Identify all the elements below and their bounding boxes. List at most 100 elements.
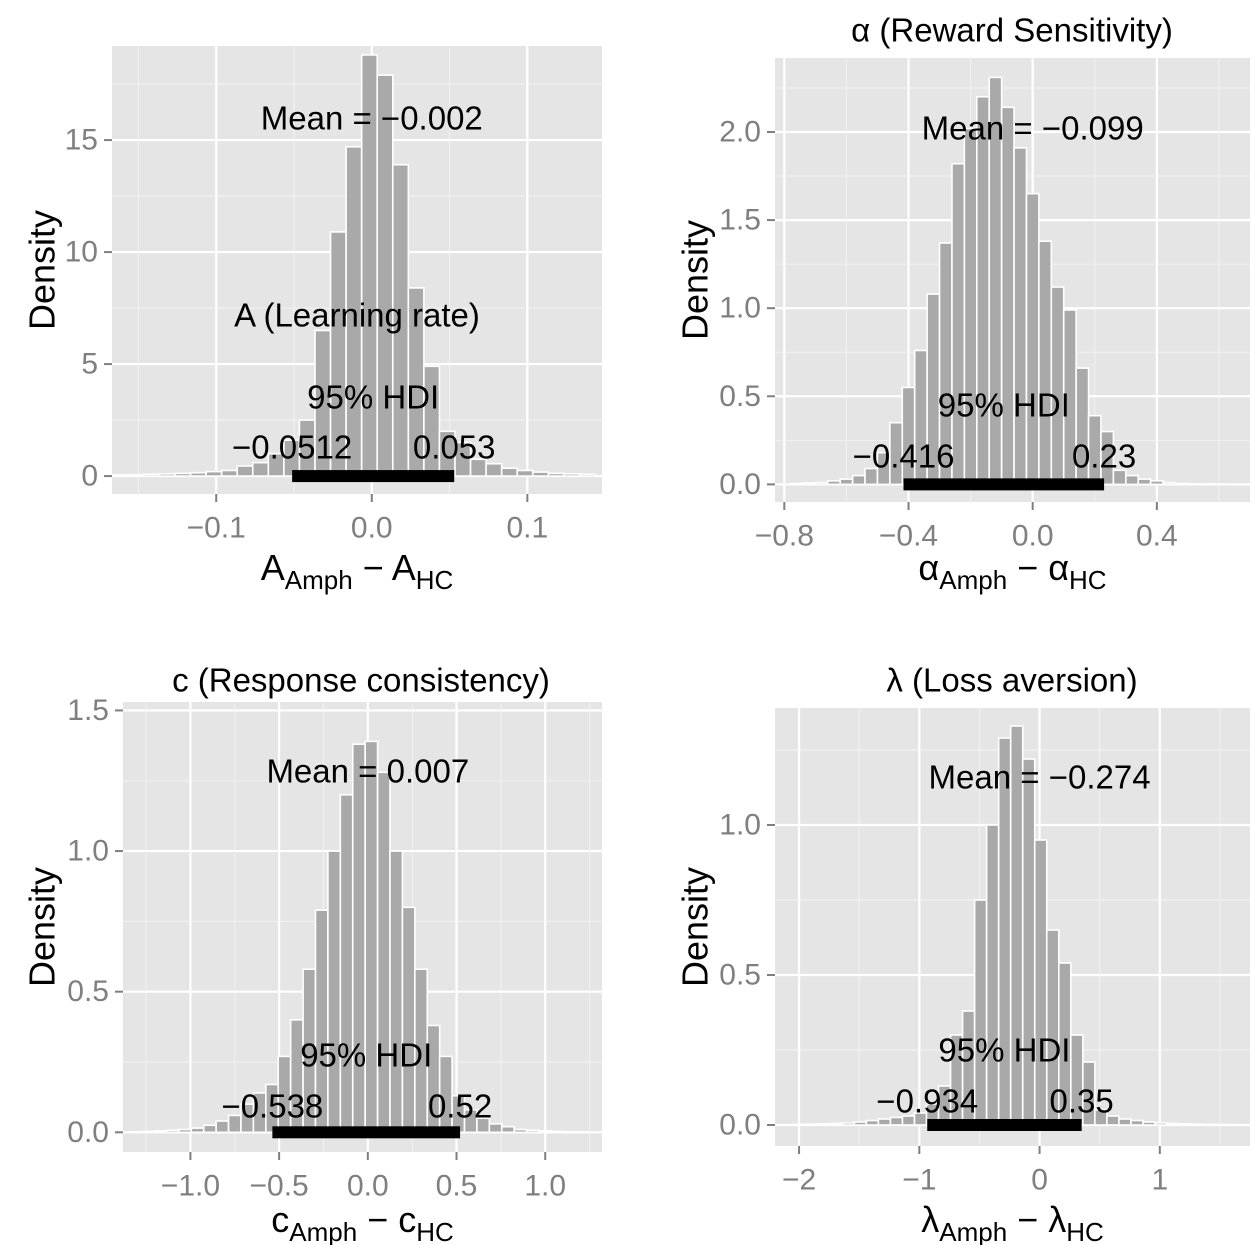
- histogram-bar: [817, 1123, 832, 1126]
- histogram-bar: [865, 1119, 880, 1126]
- x-label-sub1: Amph: [939, 1217, 1007, 1245]
- x-axis-label: AAmph − AHC: [261, 547, 454, 595]
- histogram-bar: [202, 1124, 217, 1134]
- histogram-bar: [1125, 474, 1140, 486]
- histogram-bar: [563, 1130, 578, 1134]
- histogram-bar: [826, 480, 841, 486]
- histogram-bar: [1021, 758, 1036, 1126]
- histogram-bar: [153, 1130, 168, 1134]
- histogram-bar: [364, 740, 379, 1134]
- histogram-bar: [841, 1122, 856, 1126]
- histogram-bar: [190, 1127, 205, 1134]
- histogram-bar: [793, 1123, 808, 1126]
- x-label-sub2: HC: [1069, 565, 1107, 595]
- x-tick-label: 0.0: [347, 1170, 389, 1203]
- histogram-bar: [236, 465, 254, 477]
- histogram-bar: [550, 1130, 565, 1134]
- x-label-sub2: HC: [1066, 1217, 1104, 1245]
- histogram-bar: [1100, 430, 1115, 486]
- histogram-bar: [488, 1123, 503, 1134]
- histogram-bar: [829, 1122, 844, 1126]
- hdi-label: 95% HDI: [300, 1037, 432, 1074]
- x-label-var: A: [392, 547, 416, 588]
- mean-label: Mean = −0.002: [261, 100, 483, 137]
- hdi-bar: [272, 1126, 461, 1139]
- x-label-var: α: [918, 547, 939, 588]
- histogram-bar: [1118, 1118, 1132, 1126]
- hdi-bar: [903, 478, 1105, 491]
- mean-label: Mean = −0.099: [922, 110, 1144, 147]
- histogram-bar: [189, 471, 207, 477]
- hdi-high-label: 0.23: [1072, 438, 1136, 475]
- histogram-bar: [578, 473, 596, 477]
- histogram-bar: [1166, 1122, 1180, 1126]
- y-axis-label: Density: [22, 867, 63, 987]
- histogram-bar: [174, 472, 192, 477]
- panel-4: Mean = −0.274 95% HDI −0.934 0.35 −2 −1 0 1 0.0 0…: [675, 662, 1250, 1245]
- x-tick-label: 0.4: [1136, 520, 1178, 553]
- y-tick-label: 0.0: [719, 468, 761, 501]
- hdi-label: 95% HDI: [938, 387, 1070, 424]
- histogram-bar: [951, 162, 966, 486]
- x-tick-label: 0.0: [351, 512, 393, 545]
- histogram-bar: [851, 474, 866, 486]
- histogram-bar: [853, 1121, 868, 1126]
- x-tick-label: 0.1: [506, 512, 548, 545]
- hdi-high-label: 0.52: [428, 1088, 492, 1125]
- histogram-bar: [963, 127, 978, 486]
- histogram-bar: [1154, 1122, 1168, 1126]
- y-tick-label: 0.0: [719, 1109, 761, 1142]
- histogram-bar: [975, 95, 991, 486]
- histogram-bars: [793, 725, 1240, 1126]
- panel-title: c (Response consistency): [172, 662, 550, 699]
- histogram-bar: [839, 478, 854, 486]
- histogram-bar: [1174, 482, 1189, 486]
- x-label-sub2: HC: [416, 565, 454, 595]
- histogram-bar: [1142, 1121, 1156, 1126]
- histogram-bars: [789, 76, 1226, 486]
- x-tick-label: −0.5: [250, 1170, 309, 1203]
- x-label-var: λ: [1048, 1199, 1066, 1240]
- hdi-low-label: −0.416: [853, 438, 955, 475]
- histogram-bar: [877, 1118, 892, 1126]
- x-axis-label: cAmph − cHC: [271, 1199, 454, 1245]
- x-label-var: λ: [921, 1199, 939, 1240]
- x-label-minus: −: [357, 1199, 398, 1240]
- y-tick-label: 10: [65, 236, 98, 269]
- histogram-bar: [376, 771, 391, 1134]
- histogram-bar: [1130, 1119, 1144, 1126]
- histogram-bar: [327, 850, 342, 1134]
- hdi-label: 95% HDI: [938, 1032, 1070, 1069]
- x-tick-label: −2: [782, 1164, 816, 1197]
- histogram-bar: [531, 471, 550, 477]
- y-tick-label: 15: [65, 124, 98, 157]
- histogram-bar: [220, 469, 239, 477]
- histogram-bar: [178, 1128, 193, 1134]
- x-axis-label: αAmph − αHC: [918, 547, 1106, 595]
- histogram-bar: [127, 473, 145, 477]
- x-tick-label: 0: [1031, 1164, 1048, 1197]
- x-label-sub1: Amph: [289, 1217, 357, 1245]
- panel-title: A (Learning rate): [234, 297, 480, 334]
- x-label-minus: −: [1007, 547, 1048, 588]
- histogram-bars: [128, 740, 590, 1134]
- histogram-bar: [205, 470, 223, 477]
- x-label-minus: −: [1007, 1199, 1048, 1240]
- histogram-bar: [339, 794, 354, 1134]
- y-tick-label: 0.5: [719, 959, 761, 992]
- y-tick-label: 0.5: [719, 380, 761, 413]
- histogram-bar: [513, 1128, 528, 1134]
- histogram-bar: [516, 469, 534, 477]
- histogram-bar: [1149, 480, 1164, 486]
- y-axis-label: Density: [675, 220, 716, 340]
- histogram-bar: [111, 474, 130, 477]
- histogram-bar: [789, 482, 804, 486]
- y-tick-label: 2.0: [719, 116, 761, 149]
- histogram-bar: [1190, 1123, 1204, 1126]
- histogram-bar: [140, 1130, 155, 1134]
- histogram-bar: [165, 1129, 180, 1134]
